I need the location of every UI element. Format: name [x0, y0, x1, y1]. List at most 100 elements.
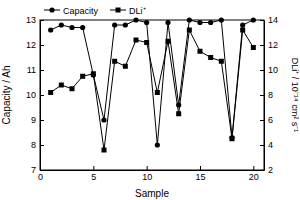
- marker: [219, 17, 224, 22]
- tick: 10: [26, 90, 44, 100]
- marker-group: [48, 27, 53, 32]
- tick-mark: [260, 95, 264, 96]
- tick-label: 2: [268, 165, 273, 175]
- tick: 9: [31, 115, 44, 125]
- marker: [251, 17, 256, 22]
- legend-symbol: [49, 7, 54, 12]
- tick-label: 12: [26, 40, 36, 50]
- marker: [187, 17, 192, 22]
- tick-mark: [40, 70, 44, 71]
- marker: [112, 59, 117, 64]
- tick-label: 10: [26, 90, 36, 100]
- marker-group: [240, 22, 245, 27]
- tick-mark: [260, 20, 264, 21]
- series-group: [48, 17, 256, 152]
- tick-mark: [40, 170, 44, 171]
- tick-mark: [40, 95, 44, 96]
- marker: [133, 17, 138, 22]
- marker-group: [219, 17, 224, 22]
- marker-group: [155, 142, 160, 147]
- tick-mark: [40, 145, 44, 146]
- tick: 15: [195, 166, 205, 182]
- marker-group: [166, 39, 171, 44]
- tick: 11: [27, 65, 44, 75]
- tick-mark: [260, 70, 264, 71]
- marker-group: [80, 74, 85, 79]
- marker-group: [251, 45, 256, 50]
- x-axis: 05101520: [38, 166, 265, 182]
- marker: [112, 22, 117, 27]
- legend-item: DLi⁺: [110, 6, 146, 16]
- tick-mark: [200, 166, 201, 170]
- tick-label: 14: [268, 15, 278, 25]
- marker: [144, 20, 149, 25]
- marker-group: [176, 111, 181, 116]
- tick: 12: [26, 40, 44, 50]
- marker: [134, 38, 139, 43]
- tick-label: 12: [268, 40, 278, 50]
- marker-group: [112, 59, 117, 64]
- marker-group: [59, 83, 64, 88]
- tick-mark: [93, 166, 94, 170]
- marker: [70, 86, 75, 91]
- marker-group: [187, 17, 192, 22]
- tick-label: 10: [142, 172, 152, 182]
- chart: 05101520789101112132468101214SampleCapac…: [0, 0, 300, 200]
- marker-group: [69, 25, 74, 30]
- tick: 10: [260, 65, 278, 75]
- tick-mark: [260, 145, 264, 146]
- marker: [101, 117, 106, 122]
- legend: CapacityDLi⁺: [44, 6, 146, 16]
- marker-group: [112, 22, 117, 27]
- marker-group: [144, 20, 149, 25]
- marker-group: [91, 71, 96, 76]
- tick-label: 10: [268, 65, 278, 75]
- marker-group: [165, 20, 170, 25]
- marker: [80, 25, 85, 30]
- marker-group: [48, 90, 53, 95]
- series-line: [51, 20, 254, 145]
- marker: [165, 20, 170, 25]
- marker-group: [219, 59, 224, 64]
- marker-group: [123, 22, 128, 27]
- y2-axis-title: DLi⁺ / 10⁻¹⁴ cm² s⁻¹: [290, 58, 300, 132]
- tick-mark: [147, 166, 148, 170]
- tick: 14: [260, 15, 278, 25]
- marker: [59, 83, 64, 88]
- x-axis-title: Sample: [135, 188, 169, 199]
- marker: [91, 71, 96, 76]
- marker: [187, 28, 192, 33]
- marker: [48, 90, 53, 95]
- tick-mark: [40, 120, 44, 121]
- marker: [240, 28, 245, 33]
- marker: [230, 136, 235, 141]
- tick: 7: [31, 165, 44, 175]
- legend-marker: [49, 7, 54, 12]
- marker: [240, 22, 245, 27]
- tick: 5: [91, 166, 96, 182]
- marker-group: [133, 17, 138, 22]
- tick-mark: [253, 166, 254, 170]
- tick-label: 7: [31, 165, 36, 175]
- marker: [102, 148, 107, 153]
- legend-symbol: [116, 8, 121, 13]
- tick: 13: [26, 15, 44, 25]
- axis-line: [264, 21, 265, 171]
- y-axis: 7 8 9 10 11 12 13: [26, 15, 44, 175]
- marker-group: [80, 25, 85, 30]
- tick: 2: [260, 165, 273, 175]
- y-axis-title: Capacity / Ah: [1, 66, 12, 125]
- tick-label: 8: [31, 140, 36, 150]
- tick-mark: [260, 170, 264, 171]
- tick-mark: [40, 20, 44, 21]
- marker: [123, 64, 128, 69]
- series-line: [51, 30, 254, 150]
- marker-group: [123, 64, 128, 69]
- tick-mark: [260, 45, 264, 46]
- marker-group: [102, 148, 107, 153]
- legend-marker: [116, 8, 121, 13]
- marker-group: [101, 117, 106, 122]
- marker: [208, 20, 213, 25]
- tick-label: 5: [91, 172, 96, 182]
- tick-label: 6: [268, 115, 273, 125]
